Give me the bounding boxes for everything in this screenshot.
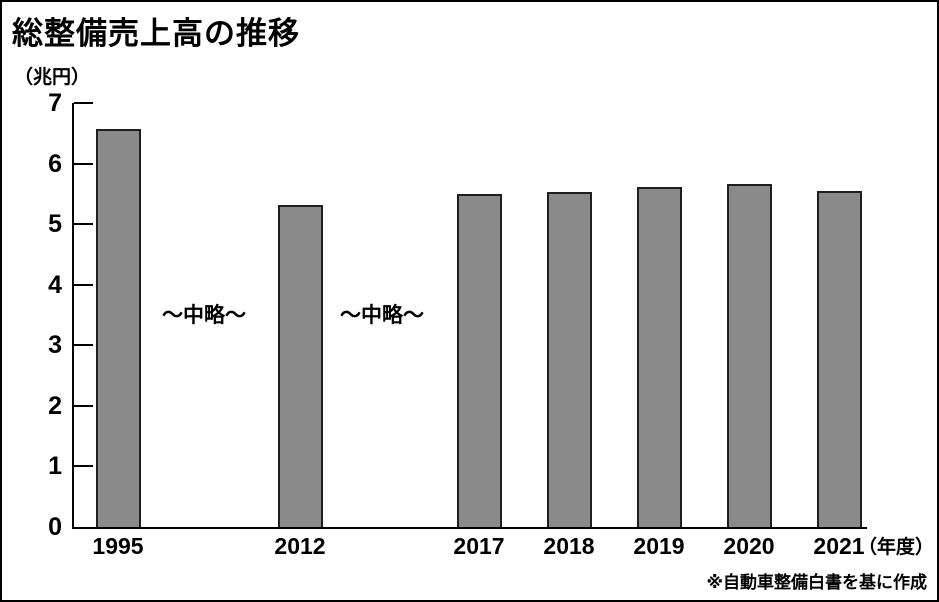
bar-2012 xyxy=(277,205,323,527)
plot-area: 0 1 2 3 4 5 6 7 1995 2012 2017 2018 2019 2020 2021 〜中略〜… xyxy=(48,91,867,559)
x-axis-label-2019: 2019 xyxy=(633,533,685,559)
y-axis-tick-label: 3 xyxy=(48,331,62,360)
x-axis-label-2021: 2021 xyxy=(813,533,865,559)
y-axis-tick xyxy=(74,223,93,226)
x-axis-suffix-label: （年度） xyxy=(858,537,935,558)
bar-1995 xyxy=(95,129,141,527)
y-axis-tick-label: 4 xyxy=(48,270,62,299)
y-axis-tick-label: 2 xyxy=(48,391,62,420)
y-axis-tick xyxy=(74,283,93,286)
y-axis-tick-label: 5 xyxy=(48,210,62,239)
bar-2019 xyxy=(636,187,682,527)
y-axis-tick-label: 0 xyxy=(48,513,62,541)
x-axis-label-1995: 1995 xyxy=(92,533,144,559)
y-axis-tick xyxy=(74,102,93,104)
bar-2018 xyxy=(546,192,592,527)
y-axis-tick-label: 6 xyxy=(48,149,62,178)
y-axis-unit-label: （兆円） xyxy=(14,67,91,88)
x-axis-label-2017: 2017 xyxy=(453,533,505,559)
omission-annotation: 〜中略〜 xyxy=(162,304,246,327)
y-axis-tick xyxy=(74,344,93,347)
x-axis-label-2012: 2012 xyxy=(274,533,326,559)
x-axis-label-2020: 2020 xyxy=(723,533,775,559)
bar-2020 xyxy=(726,184,772,527)
y-axis-tick-label: 7 xyxy=(48,89,62,117)
source-note: ※自動車整備白書を基に作成 xyxy=(706,573,927,592)
x-axis-label-2018: 2018 xyxy=(543,533,595,559)
chart-title: 総整備売上高の推移 xyxy=(12,16,300,51)
bar-2017 xyxy=(456,194,502,527)
omission-annotation: 〜中略〜 xyxy=(340,304,424,327)
y-axis-tick xyxy=(74,162,93,165)
bar-2021 xyxy=(816,191,862,527)
y-axis-tick xyxy=(74,465,93,468)
y-axis-tick xyxy=(74,404,93,407)
y-axis-tick-label: 1 xyxy=(48,452,62,481)
